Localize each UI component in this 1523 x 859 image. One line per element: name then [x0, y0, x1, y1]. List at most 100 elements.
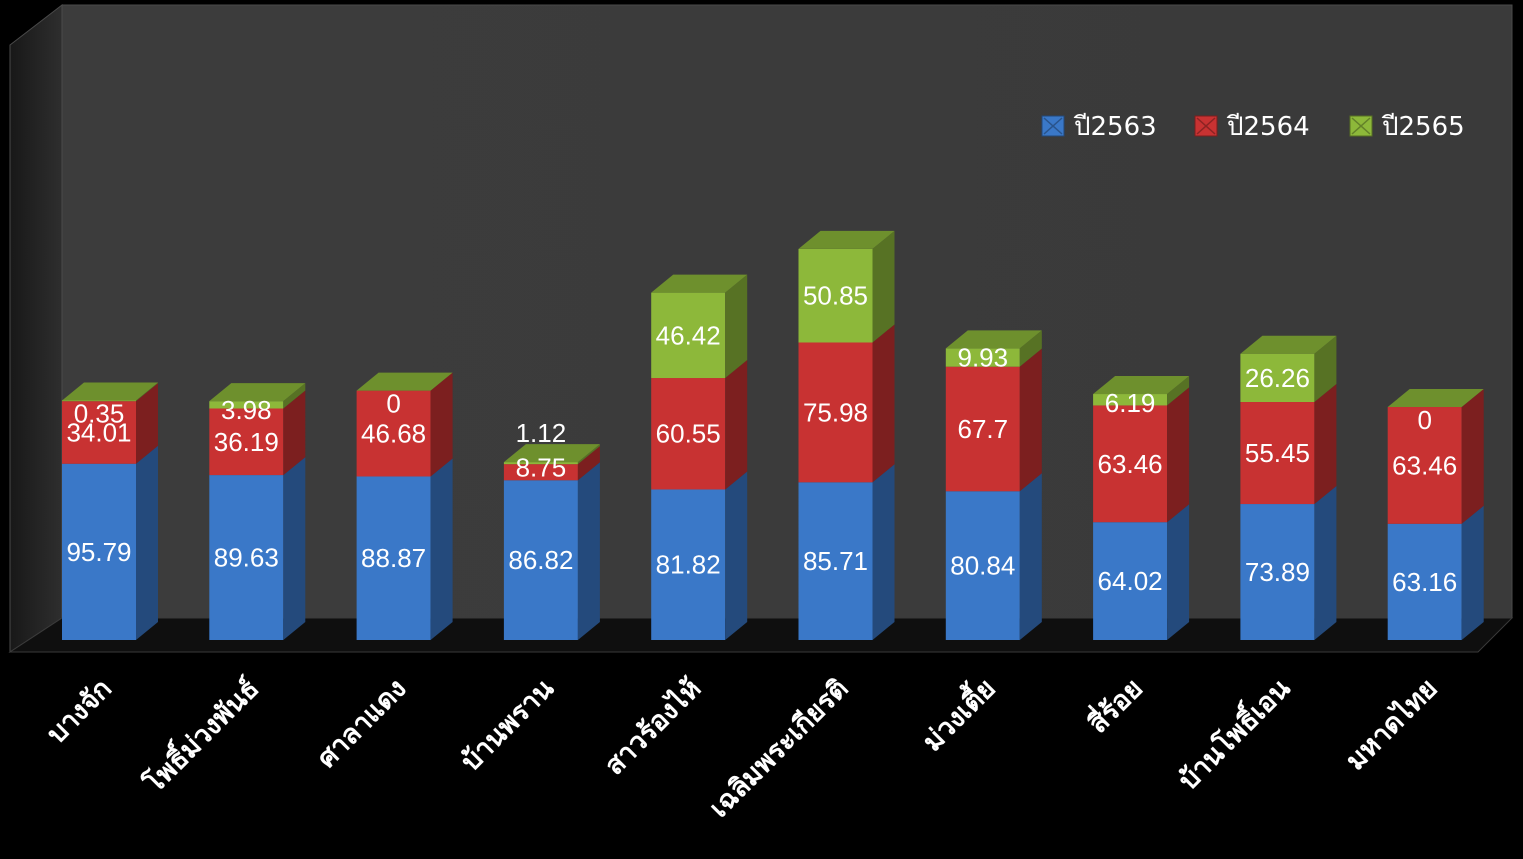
category-label: บ้านโพธิ์เอน [1169, 669, 1296, 796]
data-label: 95.79 [66, 537, 131, 567]
bar-stack: 73.89 55.45 26.26 [1240, 335, 1337, 640]
data-label: 55.45 [1245, 438, 1310, 468]
bar-stack: 64.02 63.46 6.19 [1093, 376, 1190, 640]
data-label: 60.55 [656, 419, 721, 449]
bar-top-face [798, 230, 895, 249]
bar-segment-front [945, 348, 1020, 367]
bar-segment-side [1461, 505, 1484, 640]
data-label: 63.46 [1098, 449, 1163, 479]
bar-segment-front [209, 408, 284, 476]
data-label: 46.68 [361, 419, 426, 449]
bar-segment-front [1093, 394, 1168, 406]
bar-segment-side [577, 462, 600, 640]
bar-segment-front [1240, 353, 1315, 403]
bar-top-face [1093, 376, 1190, 395]
bar-segment-front [62, 400, 136, 402]
side-wall [9, 3, 63, 653]
bar-segment-side [725, 471, 748, 640]
legend-item: ปี2563 [1041, 112, 1157, 142]
category-label: มหาดไทย [1339, 672, 1443, 776]
data-label: 26.26 [1245, 363, 1310, 393]
data-label: 73.89 [1245, 557, 1310, 587]
bar-segment-front [1240, 402, 1315, 505]
bar-segment-side [430, 372, 453, 477]
data-label: 0 [386, 389, 400, 419]
bar-segment-front [1093, 405, 1168, 523]
data-label: 8.75 [516, 452, 567, 482]
bar-stack: 88.87 46.680 [356, 372, 453, 640]
data-label: 85.71 [803, 546, 868, 576]
category-label: เฉลิมพระเกียรติ [704, 673, 855, 824]
legend-swatch-mark [1351, 117, 1371, 135]
data-label: 63.46 [1392, 450, 1457, 480]
data-label: 3.98 [221, 395, 272, 425]
legend-swatch-mark [1043, 117, 1063, 135]
data-label: 6.19 [1105, 388, 1156, 418]
bar-segment-front [798, 248, 873, 343]
bar-segment-side [136, 382, 158, 402]
bar-segment-side [283, 383, 306, 409]
bar-segment-side [1314, 335, 1337, 403]
bar-stack: 80.84 67.7 9.93 [945, 330, 1042, 640]
bar-stack: 86.82 8.75 1.12 [503, 418, 600, 640]
bar-segment-front [209, 475, 284, 640]
bar-segment-front [1240, 504, 1315, 640]
bar-segment-front [945, 491, 1020, 640]
bar-segment-front [209, 401, 284, 409]
legend: ปี2563 ปี2564 ปี2565 [1041, 112, 1465, 142]
data-label: 86.82 [508, 545, 573, 575]
bar-segment-front [62, 463, 136, 640]
bar-segment-side [872, 464, 895, 640]
bar-stack: 81.82 60.55 46.42 [651, 274, 748, 640]
bar-top-face [503, 444, 600, 463]
bar-segment-side [577, 446, 600, 481]
bar-top-face [1240, 335, 1337, 354]
category-labels: บางจัก โพธิ์ม่วงพันธ์ ศาลาแดง บ้านพราน สาวร้… [41, 669, 1444, 824]
data-label: 46.42 [656, 320, 721, 350]
data-label: 50.85 [803, 281, 868, 311]
bar-segment-front [503, 480, 578, 640]
bar-segment-front [1387, 407, 1462, 524]
bar-segment-front [356, 390, 431, 477]
bar-stack: 85.71 75.98 50.85 [798, 230, 895, 640]
bar-segment-front [798, 482, 873, 640]
bar-segment-front [945, 366, 1020, 492]
bar-segment-side [136, 445, 158, 640]
legend-label: ปี2564 [1226, 112, 1310, 142]
bars-layer: 95.7934.010.3589.6336.193.9888.8746.6808… [62, 230, 1484, 640]
bar-segment-side [725, 274, 748, 379]
data-label: 80.84 [950, 551, 1015, 581]
bar-segment-side [283, 390, 306, 476]
data-label: 63.16 [1392, 567, 1457, 597]
bar-segment-side [1314, 384, 1337, 505]
bar-segment-front [1387, 523, 1462, 640]
data-label: 0 [1417, 405, 1431, 435]
bar-segment-front [651, 292, 726, 379]
bar-segment-side [1167, 376, 1190, 406]
bar-segment-front [651, 378, 726, 490]
bar-top-face [62, 382, 158, 401]
data-label: 64.02 [1098, 566, 1163, 596]
bar-segment-front [503, 464, 578, 481]
bar-segment-side [1019, 330, 1042, 367]
data-label: 67.7 [957, 414, 1008, 444]
category-label: ศาลาแดง [311, 673, 412, 774]
data-label: 0.35 [74, 399, 125, 429]
bar-segment-side [136, 383, 158, 464]
bar-top-face [1387, 389, 1484, 408]
bar-segment-side [1019, 348, 1042, 492]
data-label: 81.82 [656, 550, 721, 580]
bar-top-face [651, 274, 748, 293]
bar-segment-front [503, 462, 578, 465]
data-label: 36.19 [214, 427, 279, 457]
bar-segment-side [1167, 504, 1190, 640]
category-label: สาวร้องไห้ [598, 672, 707, 781]
category-label: บางจัก [41, 673, 118, 750]
data-label: 88.87 [361, 543, 426, 573]
bar-segment-side [430, 458, 453, 640]
bar-top-face [356, 372, 453, 391]
bar-segment-side [872, 324, 895, 483]
data-label: 1.12 [516, 418, 567, 448]
bar-top-face [945, 330, 1042, 349]
